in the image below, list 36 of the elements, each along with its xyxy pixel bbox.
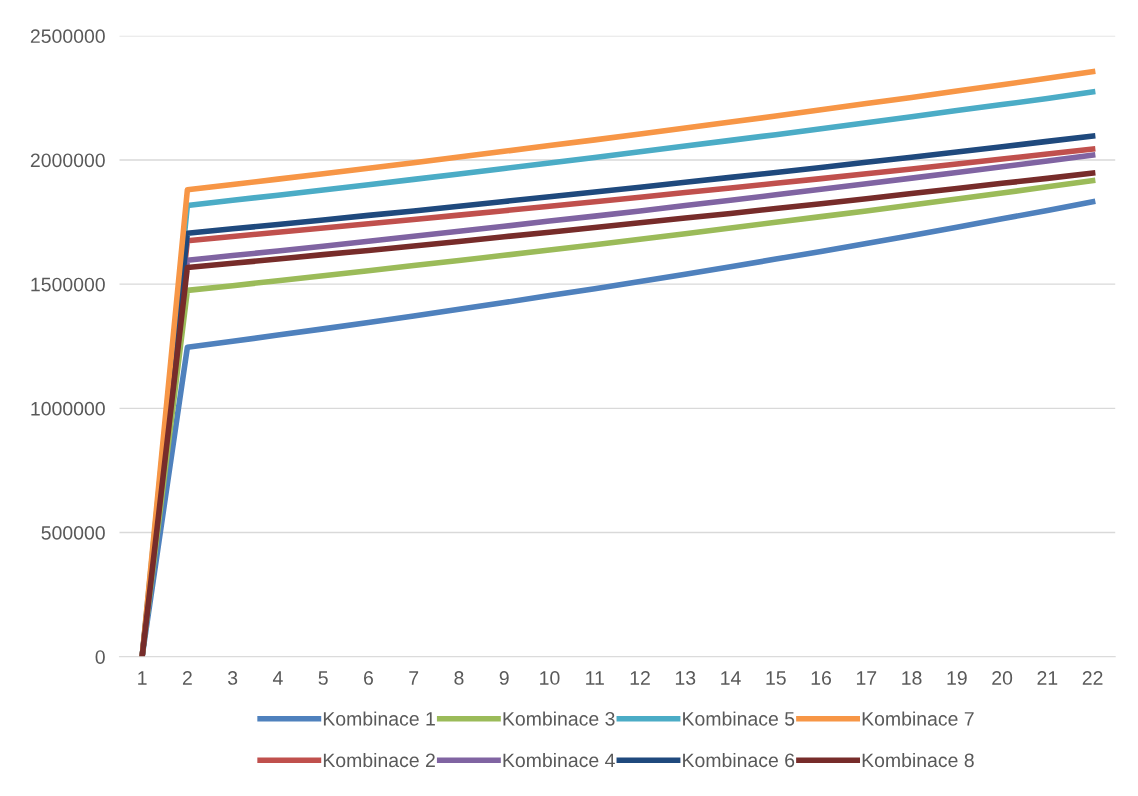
x-tick-label: 22 <box>1082 671 1103 685</box>
legend-label: Kombinace 8 <box>862 752 974 768</box>
x-tick-label: 20 <box>992 671 1013 685</box>
x-tick-label: 14 <box>721 671 741 685</box>
x-tick-label: 1 <box>138 671 147 685</box>
legend-label: Kombinace 7 <box>862 711 974 726</box>
legend-label: Kombinace 6 <box>683 752 795 768</box>
x-tick-label: 4 <box>272 671 283 685</box>
y-tick-label: 1000000 <box>31 401 105 416</box>
y-tick-label: 2500000 <box>30 29 105 44</box>
x-tick-label: 19 <box>947 671 967 685</box>
legend-label: Kombinace 5 <box>683 711 795 726</box>
y-tick-label: 2000000 <box>30 153 105 168</box>
x-tick-label: 11 <box>586 671 604 685</box>
x-tick-label: 17 <box>856 671 877 685</box>
x-tick-label: 21 <box>1037 671 1058 685</box>
x-tick-label: 7 <box>409 671 419 685</box>
legend-label: Kombinace 4 <box>503 752 615 768</box>
x-tick-label: 3 <box>227 671 238 685</box>
x-tick-label: 13 <box>675 671 696 685</box>
x-tick-label: 2 <box>182 671 192 685</box>
legend-label: Kombinace 2 <box>323 752 435 768</box>
y-tick-label: 0 <box>95 650 105 664</box>
legend-label: Kombinace 1 <box>323 711 435 726</box>
x-tick-label: 9 <box>499 671 509 685</box>
x-tick-label: 18 <box>902 671 922 685</box>
legend-label: Kombinace 3 <box>503 711 615 726</box>
x-tick-label: 15 <box>766 671 786 685</box>
x-tick-label: 12 <box>630 671 650 685</box>
y-tick-label: 1500000 <box>31 277 105 292</box>
x-tick-label: 6 <box>364 671 373 685</box>
x-tick-label: 16 <box>811 671 831 685</box>
x-tick-label: 8 <box>454 671 464 685</box>
x-tick-label: 10 <box>540 671 560 685</box>
y-tick-label: 500000 <box>41 525 105 540</box>
x-tick-label: 5 <box>318 671 328 685</box>
